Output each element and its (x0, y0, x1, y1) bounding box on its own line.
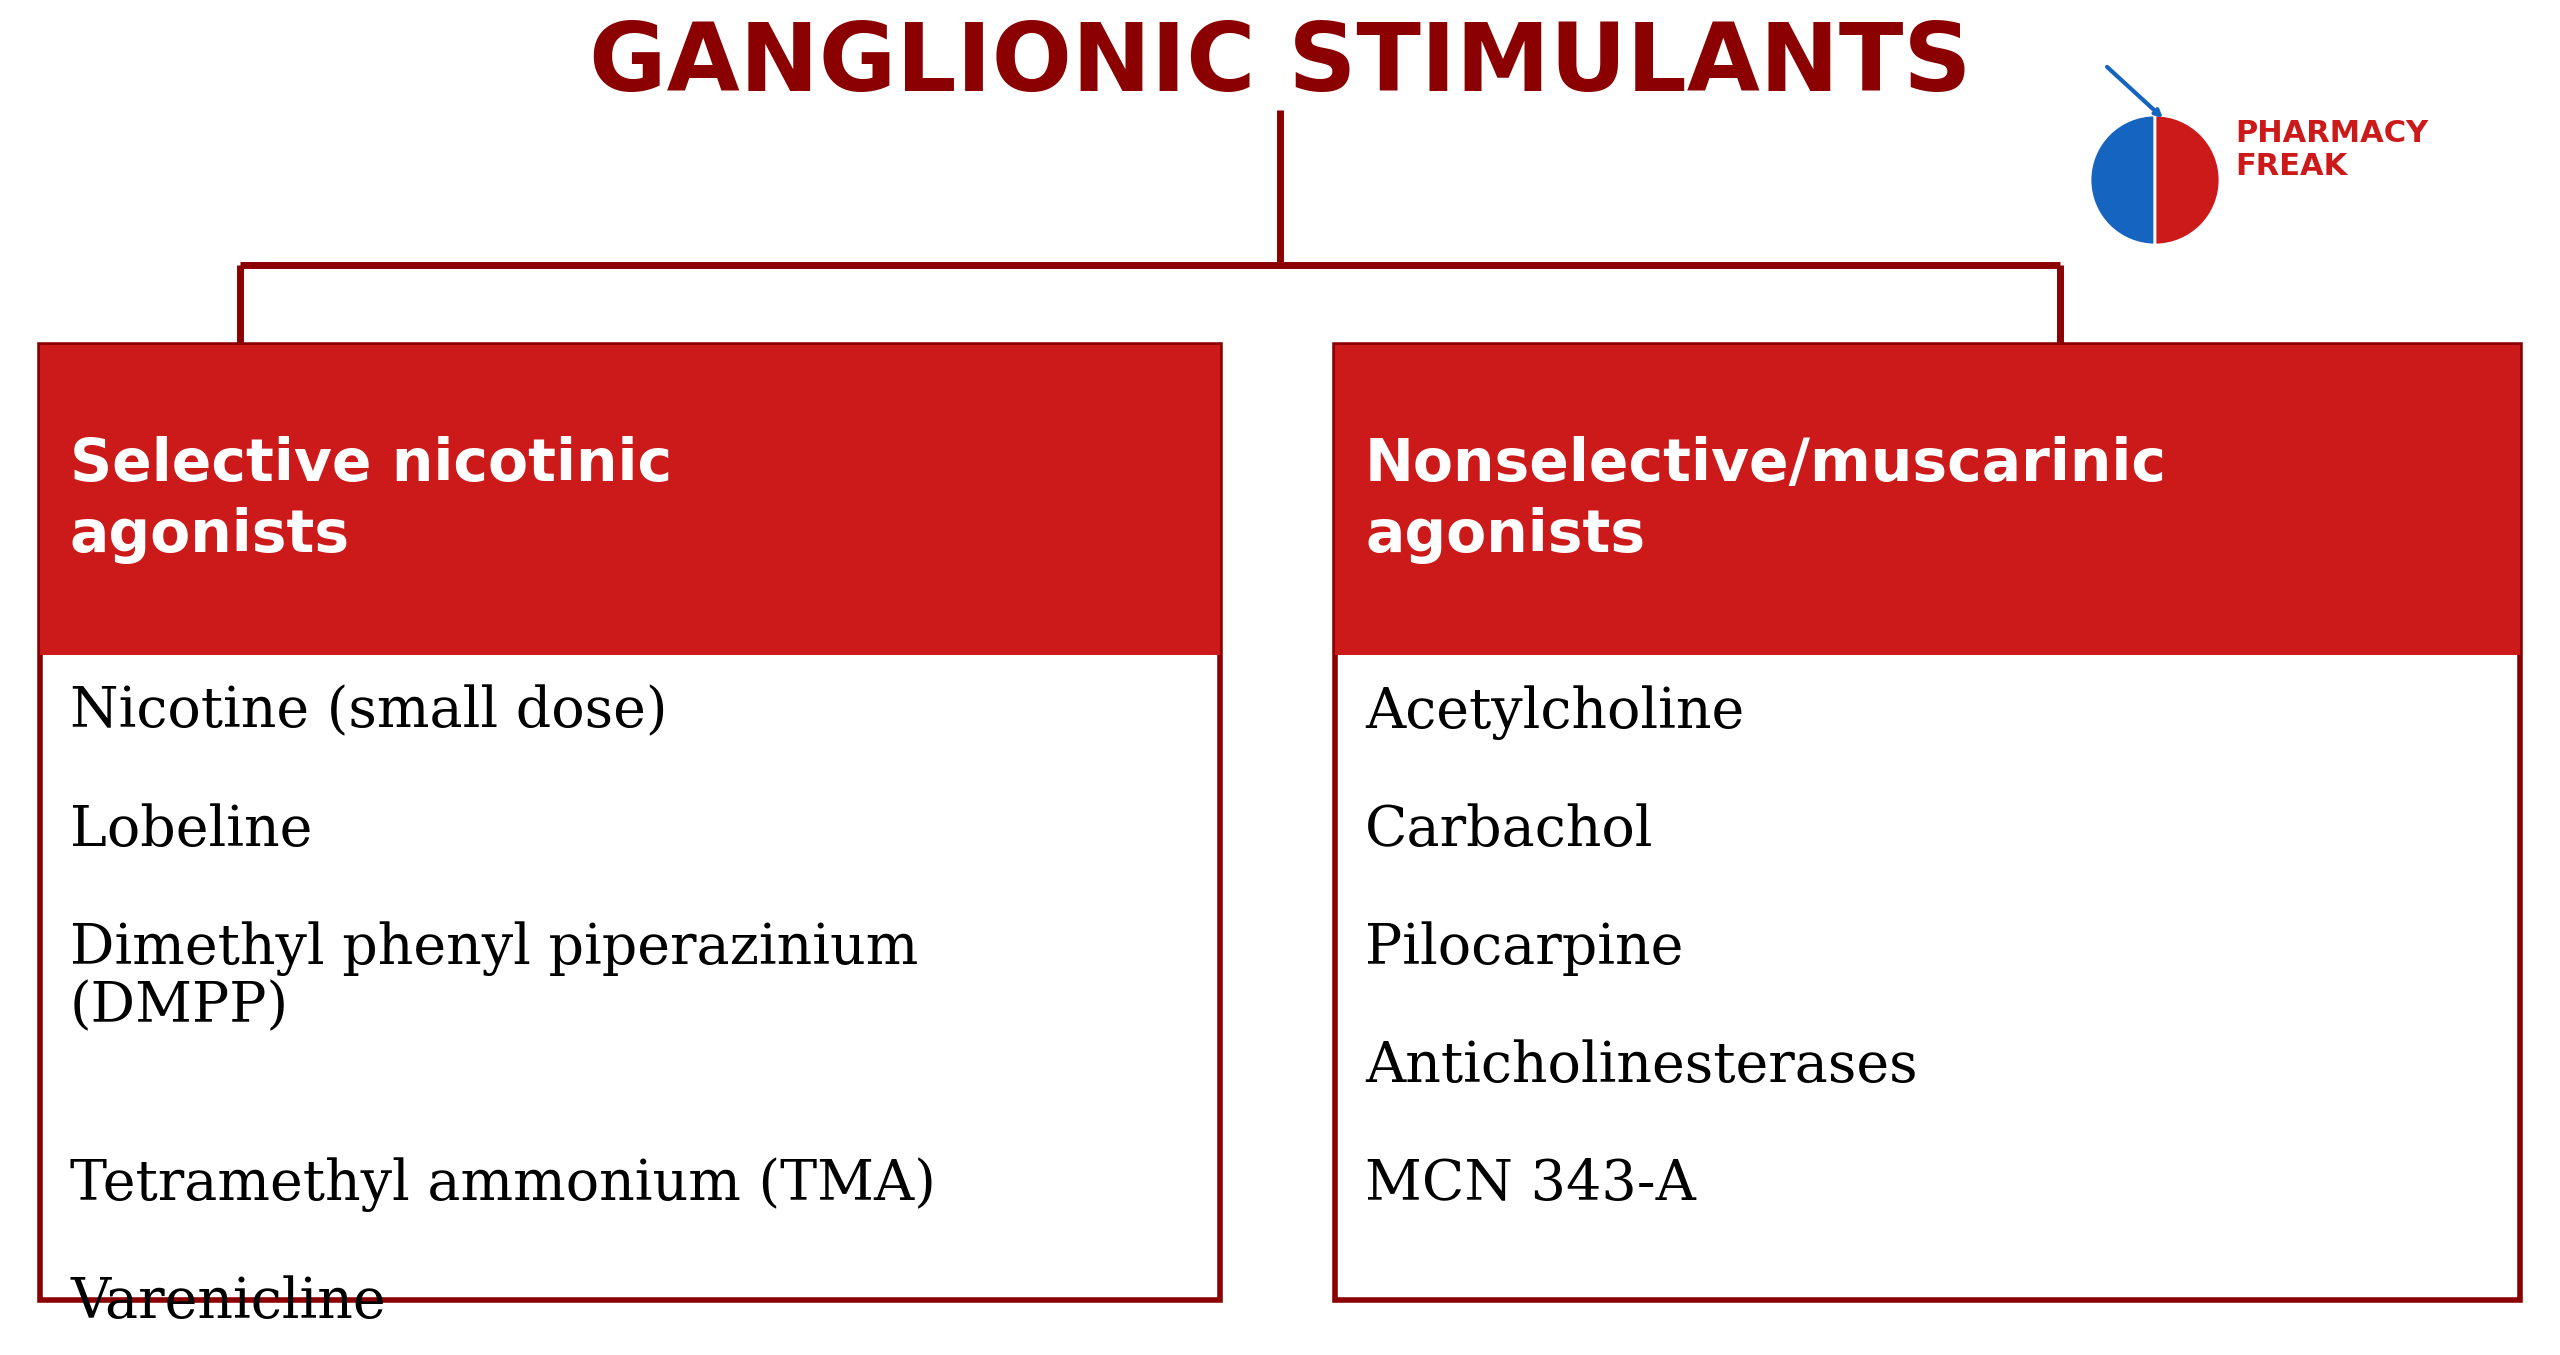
Text: PHARMACY
FREAK: PHARMACY FREAK (2235, 119, 2427, 182)
Text: Selective nicotinic
agonists: Selective nicotinic agonists (69, 436, 673, 564)
Text: Lobeline: Lobeline (69, 804, 312, 858)
Wedge shape (2156, 115, 2220, 245)
Text: Acetylcholine: Acetylcholine (1364, 686, 1743, 740)
Text: Pilocarpine: Pilocarpine (1364, 921, 1684, 976)
Text: Dimethyl phenyl piperazinium
(DMPP): Dimethyl phenyl piperazinium (DMPP) (69, 921, 919, 1035)
Text: Tetramethyl ammonium (TMA): Tetramethyl ammonium (TMA) (69, 1157, 937, 1211)
Text: MCN 343-A: MCN 343-A (1364, 1157, 1695, 1211)
Text: GANGLIONIC STIMULANTS: GANGLIONIC STIMULANTS (589, 19, 1971, 111)
Text: Nonselective/muscarinic
agonists: Nonselective/muscarinic agonists (1364, 436, 2166, 564)
Text: Varenicline: Varenicline (69, 1275, 387, 1329)
FancyBboxPatch shape (1334, 346, 2519, 654)
FancyBboxPatch shape (41, 346, 1221, 654)
Wedge shape (2089, 115, 2156, 245)
Text: Anticholinesterases: Anticholinesterases (1364, 1039, 1917, 1093)
FancyBboxPatch shape (41, 346, 1221, 1299)
Text: Nicotine (small dose): Nicotine (small dose) (69, 686, 668, 740)
FancyBboxPatch shape (1334, 346, 2519, 1299)
Text: Carbachol: Carbachol (1364, 804, 1654, 858)
